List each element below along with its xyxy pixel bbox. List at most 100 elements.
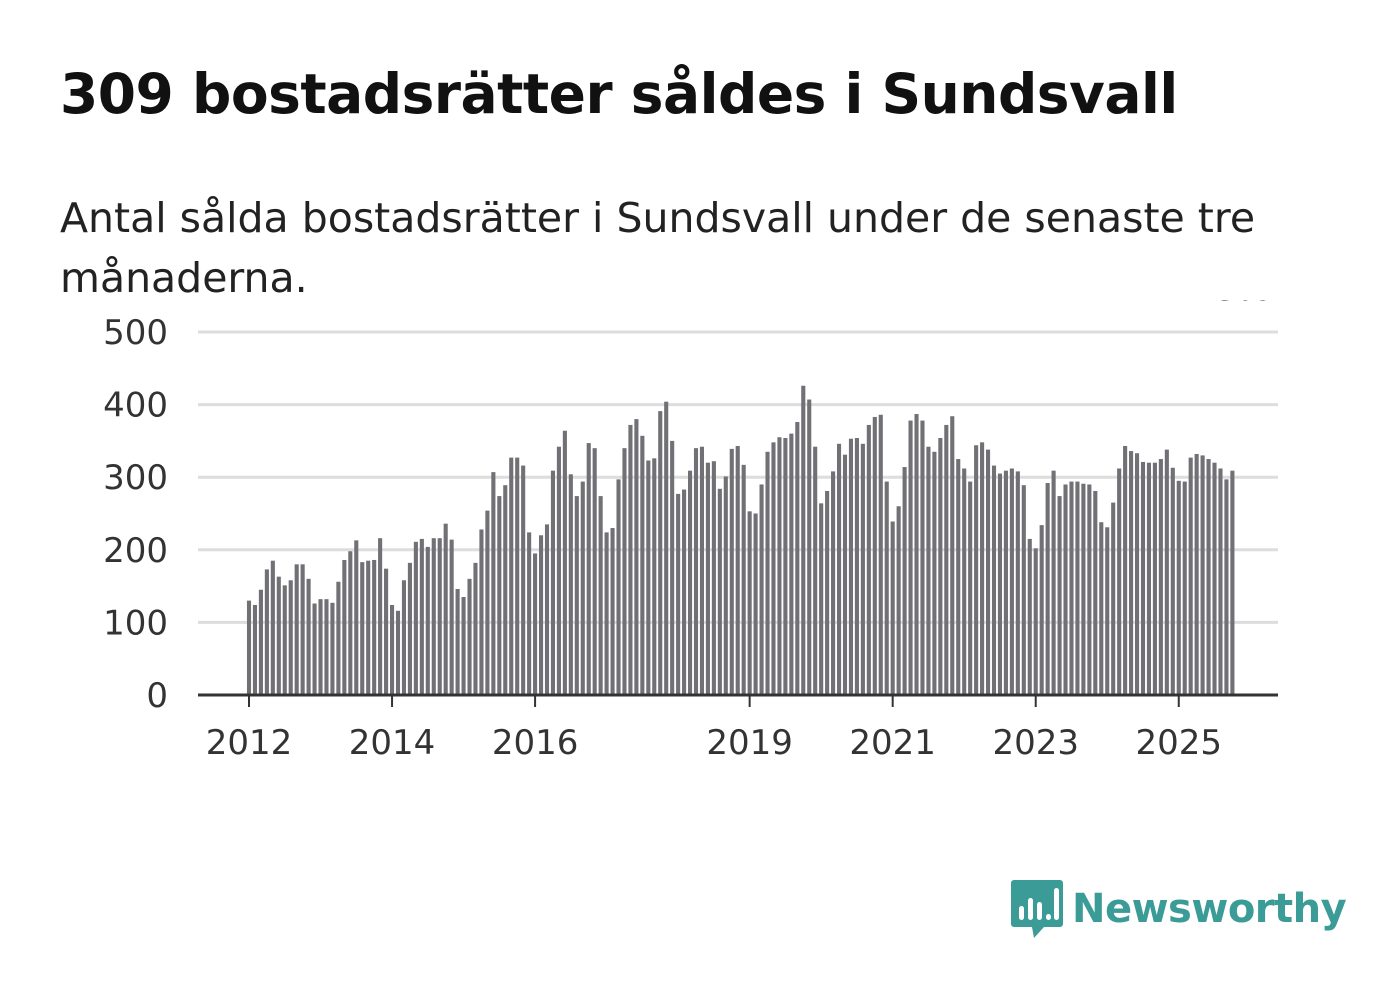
bar	[449, 539, 454, 695]
x-tick-label: 2019	[706, 723, 793, 763]
bar	[693, 448, 699, 695]
bar	[676, 493, 681, 695]
bar	[932, 451, 937, 695]
bar	[628, 424, 633, 695]
bar	[455, 589, 460, 695]
x-tick-label: 2016	[492, 723, 579, 763]
bar	[604, 532, 609, 695]
bar	[664, 401, 669, 695]
bar	[503, 485, 508, 695]
bar	[1170, 467, 1175, 695]
bar	[783, 438, 788, 695]
bar	[825, 490, 830, 695]
y-tick-label: 400	[103, 386, 168, 426]
bar	[801, 385, 806, 695]
bar	[705, 462, 710, 695]
bar	[997, 473, 1003, 695]
bar	[443, 523, 448, 695]
bar	[735, 445, 740, 695]
y-tick-label: 0	[146, 676, 168, 716]
bar	[658, 411, 663, 695]
x-tick-label: 2012	[206, 723, 293, 763]
bar	[288, 580, 293, 695]
bar	[1105, 527, 1110, 695]
bar	[860, 443, 865, 695]
bar	[1206, 459, 1211, 695]
bar	[509, 457, 514, 695]
bar	[1230, 470, 1235, 695]
bar	[252, 604, 258, 695]
bar	[765, 451, 770, 695]
bar	[384, 568, 389, 695]
highlight-value-label: 309	[1217, 300, 1274, 308]
bar	[938, 438, 943, 695]
bar	[407, 562, 412, 695]
bar	[533, 553, 538, 695]
bar	[884, 481, 889, 695]
bar-chart: 0 100 200 300 400 500 2012 2014 2016 2019 2021 2023…	[103, 300, 1278, 763]
bar	[479, 529, 484, 695]
bar	[1081, 483, 1086, 695]
bar	[819, 503, 824, 695]
bar	[872, 416, 877, 695]
bar	[896, 506, 901, 695]
bar	[360, 562, 365, 695]
bar	[1069, 481, 1074, 695]
bar	[395, 610, 401, 695]
bar	[246, 600, 252, 695]
bar	[670, 440, 675, 695]
bar	[580, 481, 585, 695]
bar	[276, 576, 281, 695]
bar	[378, 538, 383, 695]
bar	[1039, 525, 1044, 695]
bar	[1057, 496, 1062, 695]
bar	[437, 538, 442, 695]
bar	[550, 470, 556, 695]
bar	[324, 599, 329, 695]
bar	[497, 496, 502, 695]
bar	[1099, 522, 1104, 695]
bar	[646, 460, 651, 695]
bar	[282, 585, 287, 695]
bar	[527, 532, 532, 695]
bar	[729, 448, 734, 695]
bar	[1134, 453, 1140, 695]
bar	[1158, 459, 1163, 695]
bar	[521, 465, 526, 695]
bar	[258, 589, 263, 695]
bar	[634, 419, 639, 695]
bar	[1182, 481, 1187, 695]
bar	[348, 551, 353, 695]
bar	[717, 488, 722, 695]
bar	[318, 599, 323, 695]
bar	[568, 474, 573, 695]
chart-title: 309 bostadsrätter såldes i Sundsvall	[60, 62, 1178, 126]
bar	[944, 424, 949, 695]
bar	[980, 442, 985, 695]
bar	[878, 414, 883, 695]
bar	[1188, 457, 1193, 695]
bar	[312, 603, 317, 695]
bar	[485, 510, 490, 695]
bar	[652, 458, 657, 695]
bar	[1087, 484, 1092, 695]
bar	[991, 465, 997, 695]
bar	[902, 467, 907, 695]
bar	[866, 424, 871, 695]
bar	[1176, 480, 1181, 695]
y-tick-label: 300	[103, 458, 168, 498]
y-tick-label: 500	[103, 313, 168, 353]
bar	[270, 560, 275, 695]
bar	[1111, 502, 1116, 695]
bar	[1093, 490, 1098, 695]
bar	[890, 521, 895, 695]
bar	[753, 513, 758, 695]
bar	[777, 437, 782, 695]
bar	[1063, 484, 1068, 695]
bar	[771, 442, 776, 695]
x-tick-label: 2021	[849, 723, 936, 763]
bar	[956, 459, 961, 695]
bar	[848, 438, 854, 695]
bar	[342, 559, 347, 695]
bar	[354, 540, 359, 695]
